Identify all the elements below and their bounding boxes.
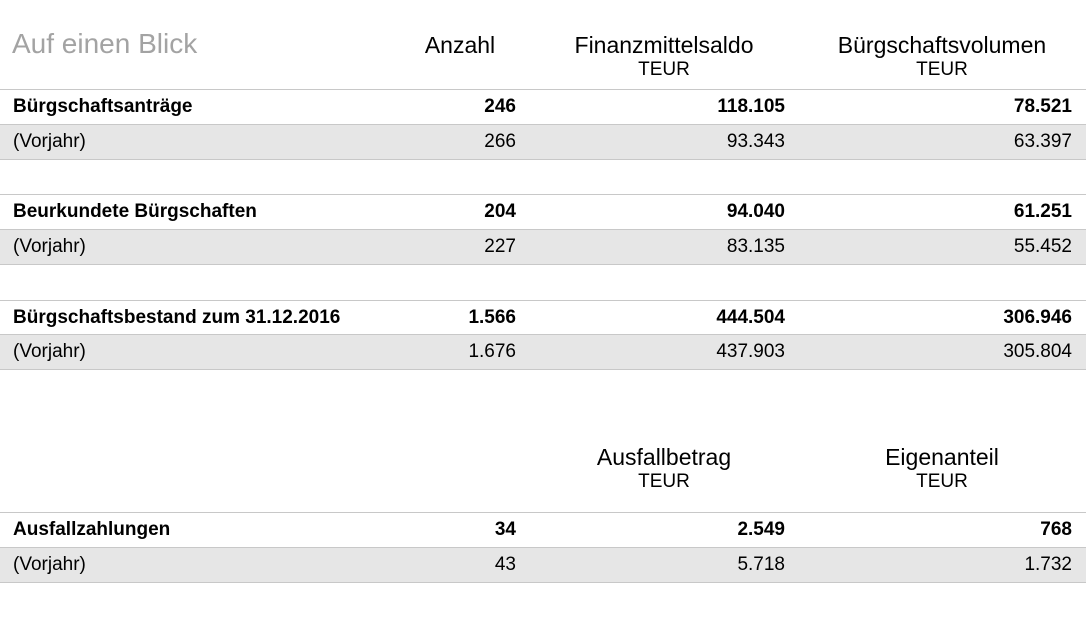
row-label: Beurkundete Bürgschaften [13,201,257,222]
column-header-buergschaftsvolumen-label: Bürgschaftsvolumen [837,32,1047,58]
table-row-vorjahr: (Vorjahr) 1.676 437.903 305.804 [0,335,1086,369]
page-title: Auf einen Blick [12,28,198,59]
cell-anzahl: 246 [484,96,516,117]
cell-ausfallbetrag: 5.718 [737,554,785,575]
table-row: Bürgschaftsanträge 246 118.105 78.521 [0,90,1086,124]
column-header-ausfallbetrag-label: Ausfallbetrag [596,444,732,470]
cell-anzahl: 34 [494,519,516,540]
divider [0,229,1086,230]
divider [0,89,1086,90]
cell-finanzmittelsaldo: 118.105 [717,96,785,117]
divider [0,300,1086,301]
row-label: (Vorjahr) [13,341,86,362]
cell-finanzmittelsaldo: 93.343 [726,131,785,152]
column-header-buergschaftsvolumen: Bürgschaftsvolumen TEUR [812,32,1072,82]
cell-eigenanteil: 768 [1040,519,1072,540]
column-header-eigenanteil-unit: TEUR [916,471,968,492]
row-label: (Vorjahr) [13,131,86,152]
divider [0,159,1086,160]
column-header-ausfallbetrag-unit: TEUR [638,471,690,492]
cell-anzahl: 204 [484,201,516,222]
column-header-finanzmittelsaldo: Finanzmittelsaldo TEUR [544,32,784,82]
cell-finanzmittelsaldo: 444.504 [716,307,785,328]
column-header-finanzmittelsaldo-unit: TEUR [638,59,690,80]
row-label: Bürgschaftsbestand zum 31.12.2016 [13,307,341,328]
divider [0,264,1086,265]
table-row: Ausfallzahlungen 34 2.549 768 [0,513,1086,547]
divider [0,369,1086,370]
cell-buergschaftsvolumen: 78.521 [1013,96,1072,117]
row-label: (Vorjahr) [13,554,86,575]
divider [0,124,1086,125]
table-row: Beurkundete Bürgschaften 204 94.040 61.2… [0,195,1086,229]
row-label: Bürgschaftsanträge [13,96,193,117]
column-header-eigenanteil: Eigenanteil TEUR [842,444,1042,494]
table-row-vorjahr: (Vorjahr) 227 83.135 55.452 [0,230,1086,264]
table-row: Bürgschaftsbestand zum 31.12.2016 1.566 … [0,301,1086,335]
cell-anzahl: 266 [484,131,516,152]
cell-finanzmittelsaldo: 437.903 [716,341,785,362]
cell-buergschaftsvolumen: 305.804 [1003,341,1072,362]
cell-buergschaftsvolumen: 63.397 [1013,131,1072,152]
cell-buergschaftsvolumen: 55.452 [1013,236,1072,257]
cell-anzahl: 227 [484,236,516,257]
column-header-finanzmittelsaldo-label: Finanzmittelsaldo [574,32,754,58]
column-header-ausfallbetrag: Ausfallbetrag TEUR [564,444,764,494]
table-row-vorjahr: (Vorjahr) 266 93.343 63.397 [0,125,1086,159]
row-label: Ausfallzahlungen [13,519,171,540]
cell-buergschaftsvolumen: 306.946 [1003,307,1072,328]
cell-finanzmittelsaldo: 83.135 [726,236,785,257]
column-header-eigenanteil-label: Eigenanteil [885,444,999,470]
cell-anzahl: 1.566 [468,307,516,328]
cell-buergschaftsvolumen: 61.251 [1013,201,1072,222]
divider [0,547,1086,548]
cell-ausfallbetrag: 2.549 [737,519,785,540]
divider [0,194,1086,195]
divider [0,512,1086,513]
cell-eigenanteil: 1.732 [1024,554,1072,575]
column-header-anzahl-label: Anzahl [424,32,496,58]
cell-anzahl: 43 [494,554,516,575]
divider [0,582,1086,583]
column-header-anzahl: Anzahl [400,32,520,58]
cell-anzahl: 1.676 [468,341,516,362]
row-label: (Vorjahr) [13,236,86,257]
cell-finanzmittelsaldo: 94.040 [726,201,785,222]
table-row-vorjahr: (Vorjahr) 43 5.718 1.732 [0,548,1086,582]
divider [0,334,1086,335]
column-header-buergschaftsvolumen-unit: TEUR [916,59,968,80]
